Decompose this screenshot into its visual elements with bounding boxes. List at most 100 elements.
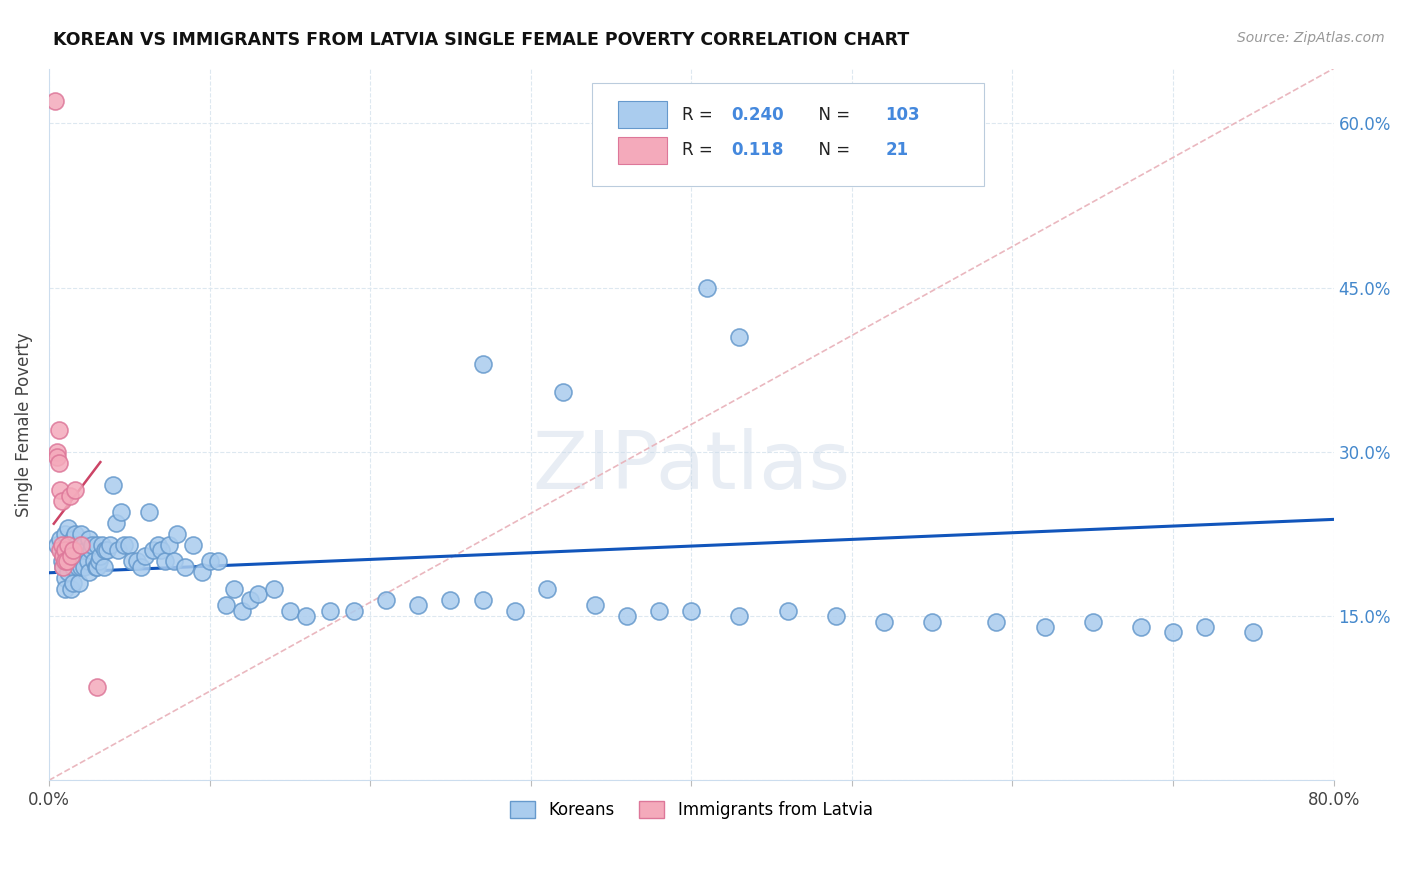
Point — [134, 549, 156, 563]
Point — [70, 559, 93, 574]
Point — [52, 559, 75, 574]
Point — [63, 483, 86, 497]
Point — [84, 559, 107, 574]
Point — [53, 527, 76, 541]
Point — [214, 598, 236, 612]
Point — [1194, 620, 1216, 634]
Point — [51, 494, 73, 508]
Point — [69, 576, 91, 591]
Point — [263, 582, 285, 596]
Point — [70, 538, 93, 552]
Point — [48, 423, 70, 437]
Text: N =: N = — [808, 106, 856, 124]
Point — [174, 559, 197, 574]
Point — [1033, 620, 1056, 634]
Y-axis label: Single Female Poverty: Single Female Poverty — [15, 332, 32, 516]
Point — [166, 527, 188, 541]
Point — [536, 582, 558, 596]
Point — [70, 538, 93, 552]
Point — [231, 603, 253, 617]
Point — [58, 521, 80, 535]
Point — [127, 554, 149, 568]
Point — [163, 554, 186, 568]
Point — [83, 554, 105, 568]
Point — [728, 609, 751, 624]
Point — [471, 592, 494, 607]
Point — [183, 538, 205, 552]
Point — [91, 538, 114, 552]
Point — [72, 549, 94, 563]
Point — [53, 554, 76, 568]
Point — [58, 566, 80, 580]
Point — [62, 559, 84, 574]
Text: ZIPatlas: ZIPatlas — [533, 428, 851, 506]
Point — [1241, 625, 1264, 640]
Point — [118, 538, 141, 552]
Point — [246, 587, 269, 601]
Point — [46, 444, 69, 458]
Point — [82, 538, 104, 552]
Point — [222, 582, 245, 596]
Point — [198, 554, 221, 568]
Point — [49, 483, 72, 497]
Point — [62, 533, 84, 547]
Point — [66, 559, 89, 574]
Point — [55, 554, 77, 568]
Point — [86, 680, 108, 694]
Text: R =: R = — [682, 141, 724, 160]
Point — [49, 533, 72, 547]
Point — [728, 330, 751, 344]
Point — [63, 527, 86, 541]
Point — [73, 559, 96, 574]
Point — [86, 538, 108, 552]
Point — [121, 554, 143, 568]
Point — [52, 549, 75, 563]
Point — [87, 554, 110, 568]
Point — [471, 357, 494, 371]
Point — [824, 609, 846, 624]
Point — [96, 543, 118, 558]
Point — [295, 609, 318, 624]
Point — [921, 615, 943, 629]
Point — [190, 566, 212, 580]
Point — [60, 582, 83, 596]
Text: Source: ZipAtlas.com: Source: ZipAtlas.com — [1237, 31, 1385, 45]
Point — [46, 450, 69, 465]
Point — [53, 582, 76, 596]
Point — [696, 280, 718, 294]
Point — [408, 598, 430, 612]
Point — [89, 549, 111, 563]
Point — [44, 95, 66, 109]
Point — [53, 543, 76, 558]
Point — [375, 592, 398, 607]
Point — [62, 576, 84, 591]
Point — [142, 543, 165, 558]
Bar — [619, 136, 666, 164]
Point — [98, 538, 121, 552]
Point — [207, 554, 229, 568]
Point — [86, 559, 108, 574]
Point — [49, 543, 72, 558]
Legend: Koreans, Immigrants from Latvia: Koreans, Immigrants from Latvia — [503, 794, 879, 825]
Point — [59, 489, 82, 503]
Point — [62, 543, 84, 558]
Point — [51, 538, 73, 552]
FancyBboxPatch shape — [592, 83, 984, 186]
Point — [776, 603, 799, 617]
Point — [53, 571, 76, 585]
Point — [48, 456, 70, 470]
Point — [681, 603, 703, 617]
Text: R =: R = — [682, 106, 718, 124]
Point — [153, 554, 176, 568]
Point — [75, 543, 97, 558]
Point — [1129, 620, 1152, 634]
Point — [616, 609, 638, 624]
Point — [343, 603, 366, 617]
Point — [129, 559, 152, 574]
Text: 103: 103 — [886, 106, 920, 124]
Point — [70, 527, 93, 541]
Point — [51, 554, 73, 568]
Point — [107, 543, 129, 558]
Point — [66, 543, 89, 558]
Point — [138, 505, 160, 519]
